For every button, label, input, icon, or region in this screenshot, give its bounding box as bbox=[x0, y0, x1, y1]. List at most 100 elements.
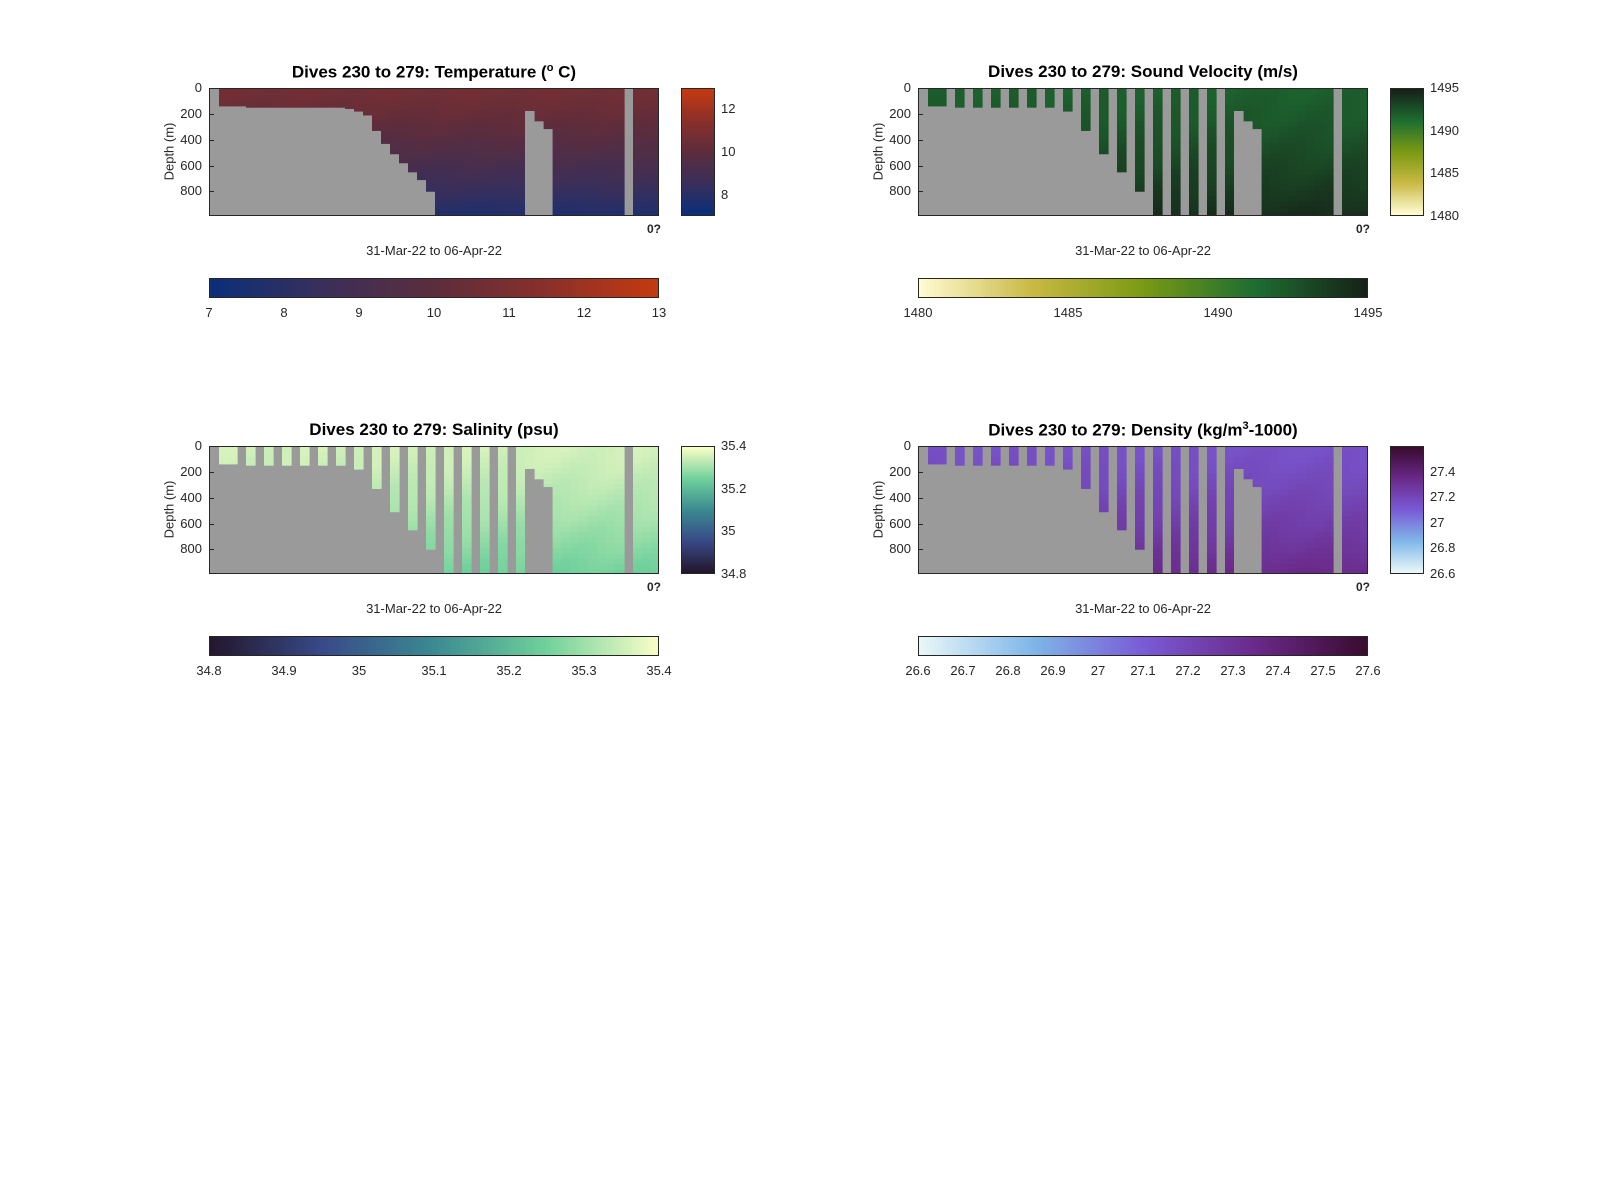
heatmap-cell bbox=[1252, 452, 1262, 459]
colorbar-step bbox=[239, 637, 245, 657]
colorbar-step bbox=[1292, 279, 1297, 299]
heatmap-cell bbox=[1324, 564, 1334, 571]
heatmap-cell bbox=[543, 121, 553, 127]
heatmap-cell bbox=[642, 179, 652, 186]
colorbar-step bbox=[258, 637, 263, 657]
heatmap-cell bbox=[955, 452, 965, 459]
heatmap-cell bbox=[633, 195, 643, 202]
colorbar-step bbox=[1206, 279, 1211, 299]
heatmap-cell bbox=[561, 126, 571, 133]
heatmap-cell bbox=[579, 94, 589, 101]
colorbar-step bbox=[1391, 541, 1425, 545]
heatmap-cell bbox=[444, 479, 454, 485]
colorbar-step bbox=[975, 637, 980, 657]
y-tick-label: 600 bbox=[889, 157, 911, 173]
data-gap bbox=[543, 129, 553, 215]
heatmap-cell bbox=[991, 447, 1001, 453]
colorbar-step bbox=[1391, 463, 1425, 467]
heatmap-cell bbox=[570, 564, 580, 571]
colorbar-step bbox=[557, 279, 562, 299]
bottom-colorbar bbox=[209, 278, 659, 299]
heatmap-cell bbox=[1360, 206, 1367, 213]
heatmap-cell bbox=[1270, 516, 1280, 523]
colorbar-step bbox=[1172, 279, 1178, 299]
heatmap-cell bbox=[579, 185, 589, 191]
colorbar-step bbox=[1184, 279, 1189, 299]
colorbar-step bbox=[407, 637, 413, 657]
heatmap-cell bbox=[642, 94, 652, 101]
heatmap-cell bbox=[381, 115, 391, 122]
heatmap-cell bbox=[516, 569, 526, 573]
heatmap-cell bbox=[1351, 131, 1361, 138]
heatmap-cell bbox=[1189, 468, 1199, 475]
colorbar-step bbox=[389, 637, 394, 657]
heatmap-cell bbox=[489, 94, 499, 101]
heatmap-cell bbox=[552, 484, 562, 491]
heatmap-cell bbox=[1207, 511, 1217, 517]
heatmap-cell bbox=[426, 99, 436, 106]
colorbar-step bbox=[682, 516, 716, 519]
colorbar-step bbox=[247, 637, 252, 657]
heatmap-cell bbox=[1099, 126, 1109, 133]
colorbar-step bbox=[1299, 279, 1305, 299]
heatmap-cell bbox=[1270, 147, 1280, 154]
heatmap-cell bbox=[597, 158, 607, 165]
heatmap-cell bbox=[651, 452, 658, 459]
chart-title-superscript: 3 bbox=[1242, 420, 1249, 432]
heatmap-cell bbox=[1306, 201, 1316, 207]
heatmap-cell bbox=[1324, 174, 1334, 181]
heatmap-cell bbox=[489, 110, 499, 117]
heatmap-cell bbox=[1225, 489, 1235, 496]
heatmap-cell bbox=[498, 521, 508, 528]
heatmap-cell bbox=[642, 532, 652, 539]
heatmap-cell bbox=[579, 201, 589, 207]
heatmap-cell bbox=[426, 527, 436, 533]
heatmap-cell bbox=[561, 142, 571, 149]
heatmap-cell bbox=[1270, 110, 1280, 117]
heatmap-cell bbox=[642, 153, 652, 159]
colorbar-step bbox=[374, 637, 379, 657]
side-colorbar-tick-label: 34.8 bbox=[721, 566, 747, 581]
heatmap-cell bbox=[1225, 110, 1235, 117]
heatmap-cell bbox=[462, 137, 472, 143]
colorbar-step bbox=[310, 279, 316, 299]
heatmap-cell bbox=[1135, 163, 1145, 170]
heatmap-cell bbox=[552, 158, 562, 165]
colorbar-step bbox=[467, 279, 472, 299]
heatmap-cell bbox=[1324, 169, 1334, 175]
heatmap-cell bbox=[498, 174, 508, 181]
colorbar-step bbox=[1150, 279, 1155, 299]
heatmap-cell bbox=[615, 142, 625, 149]
heatmap-cell bbox=[264, 89, 274, 95]
colorbar-step bbox=[534, 279, 540, 299]
heatmap-cell bbox=[480, 468, 490, 475]
colorbar-step bbox=[210, 279, 215, 299]
colorbar-step bbox=[682, 200, 716, 203]
colorbar-step bbox=[1391, 183, 1425, 187]
colorbar-step bbox=[682, 495, 716, 498]
heatmap-cell bbox=[1153, 126, 1163, 133]
heatmap-cell bbox=[1351, 211, 1361, 215]
heatmap-cell bbox=[462, 559, 472, 565]
colorbar-step bbox=[682, 528, 716, 532]
heatmap-cell bbox=[1279, 153, 1289, 159]
colorbar-step bbox=[1391, 212, 1425, 216]
heatmap-cell bbox=[1315, 452, 1325, 459]
heatmap-cell bbox=[1297, 137, 1307, 143]
heatmap-cell bbox=[1342, 511, 1352, 517]
heatmap-cell bbox=[1342, 489, 1352, 496]
heatmap-cell bbox=[1207, 94, 1217, 101]
colorbar-step bbox=[1391, 526, 1425, 530]
heatmap-cell bbox=[516, 179, 526, 186]
heatmap-cell bbox=[516, 163, 526, 170]
heatmap-cell bbox=[1153, 569, 1163, 573]
heatmap-cell bbox=[318, 94, 328, 101]
heatmap-cell bbox=[615, 147, 625, 154]
colorbar-step bbox=[1391, 196, 1425, 199]
colorbar-step bbox=[1391, 166, 1425, 170]
bottom-colorbar-tick-label: 27.4 bbox=[1265, 663, 1291, 678]
heatmap-cell bbox=[1288, 548, 1298, 555]
heatmap-cell bbox=[345, 89, 355, 95]
heatmap-cell bbox=[1270, 174, 1280, 181]
heatmap-cell bbox=[633, 121, 643, 127]
